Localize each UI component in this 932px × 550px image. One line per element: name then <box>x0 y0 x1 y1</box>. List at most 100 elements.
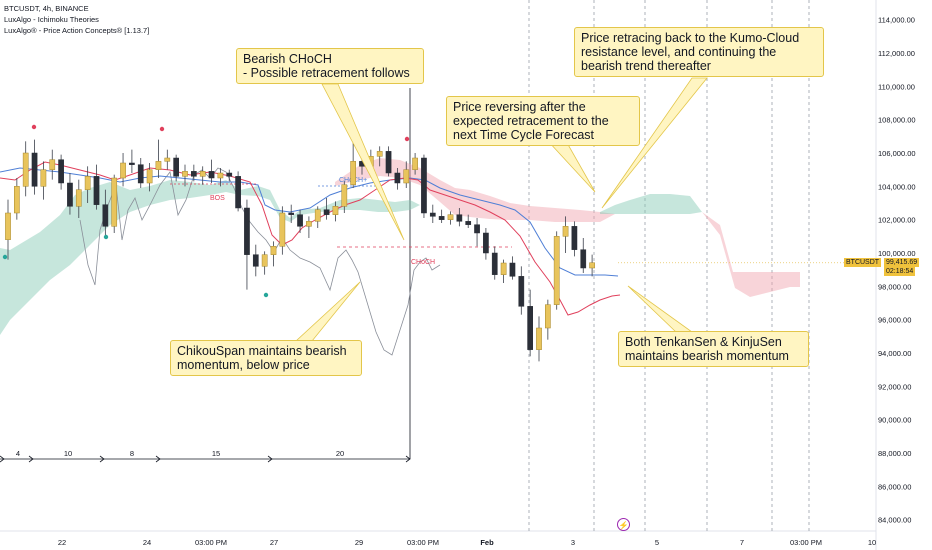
callout-pointer <box>321 83 405 241</box>
legend-indicator-ichimoku[interactable]: LuxAlgo - Ichimoku Theories <box>4 15 99 24</box>
candle-body <box>146 169 153 184</box>
cycle-count-label: 15 <box>212 449 220 458</box>
candle-body <box>31 152 38 187</box>
choch-label: CHoCH <box>411 259 435 266</box>
y-tick-label: 84,000.00 <box>878 516 911 525</box>
swing-high-marker <box>159 126 165 132</box>
candle-body <box>545 304 551 329</box>
candle-body <box>199 171 206 177</box>
callout-line: - Possible retracement follows <box>243 66 410 80</box>
chikou-span-line <box>79 167 441 356</box>
candle-body <box>589 262 595 269</box>
candle-body <box>252 254 259 267</box>
candle-body <box>129 162 135 165</box>
candle-body <box>173 157 180 177</box>
y-tick-label: 108,000.00 <box>878 116 916 125</box>
legend-symbol: BTCUSDT, 4h, BINANCE <box>4 4 89 13</box>
cycle-ruler-arrow <box>405 455 411 463</box>
candle-body <box>456 214 463 222</box>
callout-line: Bearish CHoCH <box>243 52 332 66</box>
candle-body <box>341 184 348 207</box>
callout-line: Price retracing back to the Kumo-Cloud <box>581 31 800 45</box>
candle-body <box>40 169 47 187</box>
chart-legend: BTCUSDT, 4h, BINANCE LuxAlgo - Ichimoku … <box>4 3 149 36</box>
y-tick-label: 104,000.00 <box>878 182 916 191</box>
y-tick-label: 114,000.00 <box>878 16 915 25</box>
lightning-icon[interactable]: ⚡ <box>617 518 630 531</box>
callout-line: maintains bearish momentum <box>625 349 789 363</box>
swing-high-marker <box>31 124 37 130</box>
callout-reversal: Price reversing after the expected retra… <box>446 96 640 146</box>
x-tick-label: 24 <box>143 538 151 547</box>
candle-body <box>75 189 82 207</box>
candle-body <box>208 171 215 179</box>
candle-body <box>571 226 578 250</box>
y-tick-label: 98,000.00 <box>878 282 911 291</box>
x-tick-label: Feb <box>480 538 494 547</box>
candle-body <box>518 276 525 307</box>
candle-body <box>14 186 20 214</box>
ticker-tag: BTCUSDT <box>844 258 882 267</box>
cycle-count-label: 4 <box>16 449 20 458</box>
candle-body <box>429 212 436 217</box>
candle-body <box>182 171 188 177</box>
candle-body <box>111 177 118 227</box>
candle-body <box>421 157 427 214</box>
candle-body <box>5 212 11 240</box>
callout-line: Both TenkanSen & KinjuSen <box>625 335 782 349</box>
candle-body <box>580 249 587 269</box>
candle-body <box>500 262 507 275</box>
x-tick-label: 3 <box>571 538 575 547</box>
kumo-cloud-bullish-future <box>600 194 702 214</box>
y-tick-label: 88,000.00 <box>878 449 911 458</box>
callout-pointer <box>294 281 361 342</box>
callout-pointer <box>601 77 708 209</box>
callout-chikou: ChikouSpan maintains bearish momentum, b… <box>170 340 362 376</box>
candle-body <box>491 252 498 275</box>
candle-body <box>261 254 268 267</box>
x-tick-label: 7 <box>740 538 744 547</box>
candle-body <box>474 224 480 234</box>
callout-line: ChikouSpan maintains bearish <box>177 344 347 358</box>
candle-body <box>314 209 321 222</box>
callout-tenkan-kijun: Both TenkanSen & KinjuSen maintains bear… <box>618 331 809 367</box>
cycle-count-label: 20 <box>336 449 344 458</box>
candle-body <box>58 159 64 184</box>
candle-body <box>270 246 277 255</box>
x-tick-label: 10 <box>868 538 876 547</box>
candle-body <box>403 169 410 184</box>
bos-label: BOS <box>210 195 225 202</box>
candle-body <box>376 151 383 157</box>
legend-indicator-pac[interactable]: LuxAlgo® - Price Action Concepts® [1.13.… <box>4 26 150 35</box>
callout-line: expected retracement to the <box>453 114 609 128</box>
cycle-count-label: 10 <box>64 449 72 458</box>
candle-body <box>297 214 303 227</box>
callout-line: next Time Cycle Forecast <box>453 128 595 142</box>
candle-body <box>332 206 339 215</box>
candle-body <box>22 152 29 187</box>
callout-line: resistance level, and continuing the <box>581 45 777 59</box>
callout-line: momentum, below price <box>177 358 310 372</box>
candle-body <box>102 204 109 227</box>
callout-pointer <box>627 285 694 333</box>
candle-body <box>235 176 241 209</box>
candle-body <box>483 232 489 254</box>
y-tick-label: 96,000.00 <box>878 316 911 325</box>
candle-body <box>120 162 126 179</box>
cycle-ruler-arrow <box>28 455 34 463</box>
y-tick-label: 112,000.00 <box>878 49 915 58</box>
candle-body <box>137 164 144 184</box>
callout-bearish-choch: Bearish CHoCH - Possible retracement fol… <box>236 48 424 84</box>
candle-body <box>509 262 516 277</box>
cycle-ruler-arrow <box>0 455 5 463</box>
cycle-ruler-arrow <box>155 455 161 463</box>
candle-body <box>306 221 312 227</box>
candle-body <box>394 172 401 184</box>
x-tick-label: 03:00 PM <box>790 538 822 547</box>
kumo-cloud-bearish-future <box>702 212 800 297</box>
y-tick-label: 86,000.00 <box>878 482 911 491</box>
candle-body <box>527 306 533 350</box>
candle-body <box>447 214 454 220</box>
y-tick-label: 102,000.00 <box>878 216 916 225</box>
